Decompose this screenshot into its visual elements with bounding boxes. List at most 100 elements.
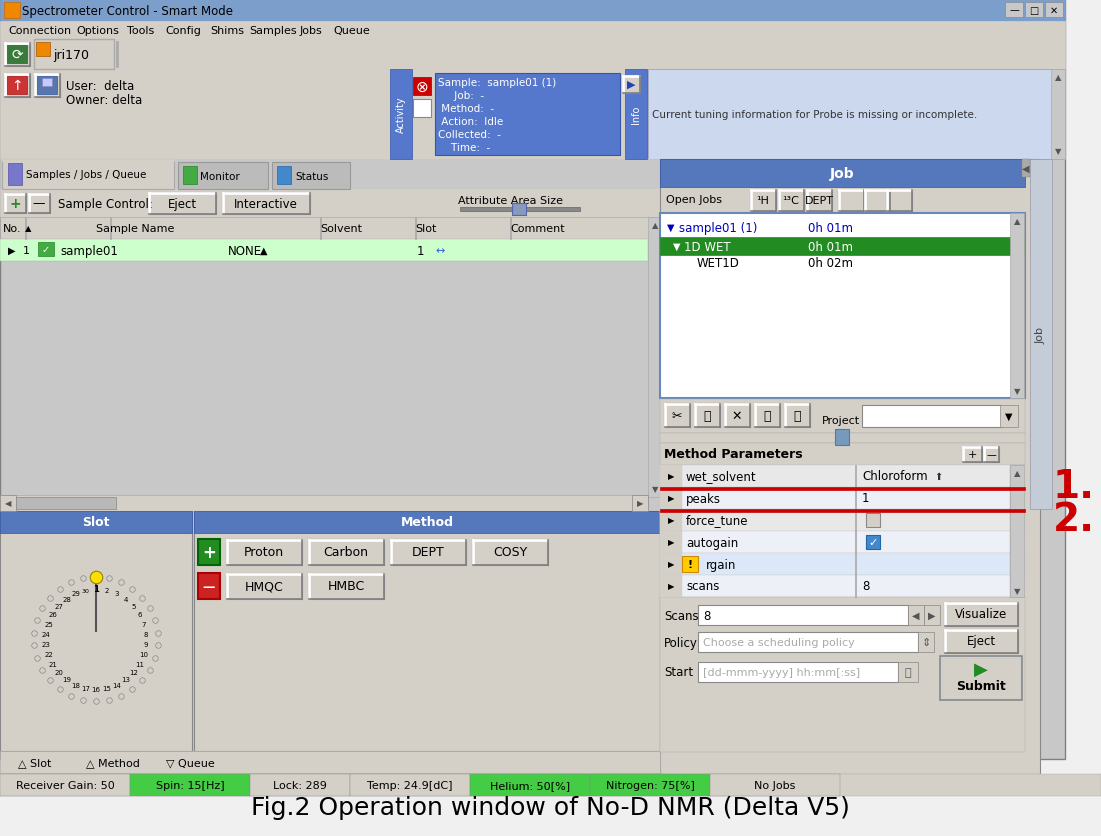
Bar [659, 575, 682, 597]
Bar [724, 404, 750, 427]
Text: ▼: ▼ [1014, 587, 1021, 596]
Text: Method: Method [401, 516, 454, 529]
Bar [659, 509, 682, 532]
Text: 4: 4 [123, 596, 128, 602]
Text: ⬜: ⬜ [793, 409, 800, 422]
Text: 1D WET: 1D WET [684, 240, 731, 253]
Bar [659, 597, 1025, 752]
Bar [8, 164, 22, 186]
Bar [1005, 3, 1023, 18]
Text: ↔: ↔ [435, 246, 445, 256]
Text: 9: 9 [143, 641, 148, 647]
Bar [226, 573, 302, 599]
Text: Status: Status [295, 171, 328, 181]
Text: jri170: jri170 [53, 48, 89, 61]
Text: Receiver Gain: 50: Receiver Gain: 50 [15, 780, 115, 790]
Text: ▲: ▲ [260, 246, 268, 256]
Text: ▼: ▼ [667, 222, 675, 232]
Text: scans: scans [686, 580, 719, 593]
Bar [1025, 3, 1043, 18]
Text: 11: 11 [134, 661, 144, 667]
Bar [944, 602, 1018, 604]
Text: ▶: ▶ [974, 660, 988, 678]
Text: autogain: autogain [686, 536, 739, 549]
Bar [688, 404, 690, 427]
Text: Collected:  -: Collected: - [438, 130, 501, 140]
Text: 1: 1 [94, 585, 99, 594]
Text: WET1D: WET1D [697, 256, 740, 269]
Text: ▶: ▶ [667, 560, 674, 568]
Text: Owner: delta: Owner: delta [66, 94, 142, 107]
Bar [944, 630, 1018, 653]
Bar [42, 79, 52, 87]
Text: No.: No. [2, 224, 21, 234]
Bar [983, 446, 984, 462]
Text: Nitrogen: 75[%]: Nitrogen: 75[%] [606, 780, 695, 790]
Bar [382, 539, 384, 565]
Bar [1016, 602, 1018, 626]
Bar [698, 632, 918, 652]
Bar [659, 487, 1025, 509]
Bar [838, 190, 864, 191]
Bar [622, 76, 623, 94]
Text: ▼: ▼ [652, 485, 658, 494]
Text: 1.: 1. [1053, 467, 1095, 506]
Text: —: — [203, 580, 215, 593]
Text: 8: 8 [862, 580, 870, 593]
Text: 17: 17 [81, 685, 90, 691]
Bar [465, 539, 466, 565]
Bar [784, 404, 785, 427]
Bar [962, 446, 963, 462]
Text: No Jobs: No Jobs [754, 780, 796, 790]
Bar [37, 77, 57, 95]
Text: ▲: ▲ [1055, 74, 1061, 83]
Bar [838, 190, 864, 212]
Bar [659, 509, 1025, 532]
Text: ⟳: ⟳ [11, 48, 23, 62]
Text: Monitor: Monitor [200, 171, 240, 181]
Bar [944, 602, 946, 626]
Text: Temp: 24.9[dC]: Temp: 24.9[dC] [368, 780, 453, 790]
Bar [435, 74, 620, 155]
Bar [838, 210, 864, 212]
Text: 0h 02m: 0h 02m [808, 256, 853, 269]
Text: 6: 6 [137, 611, 142, 617]
Text: 5: 5 [131, 603, 135, 609]
Bar [194, 512, 659, 751]
Text: 30: 30 [81, 588, 89, 593]
Bar [277, 167, 291, 185]
Bar [944, 652, 1018, 653]
Bar [17, 497, 116, 509]
Bar [222, 193, 310, 194]
Bar [226, 573, 302, 575]
Bar [659, 487, 682, 509]
Text: ◀: ◀ [4, 499, 11, 508]
Text: ✕: ✕ [732, 409, 742, 422]
Text: Method:  -: Method: - [438, 104, 494, 114]
Bar [4, 43, 30, 67]
Text: Connection: Connection [8, 26, 72, 36]
Text: ✓: ✓ [42, 245, 50, 255]
Bar [983, 461, 999, 462]
Bar [962, 446, 982, 462]
Bar [4, 43, 6, 67]
Bar [983, 446, 999, 448]
Bar [4, 74, 30, 75]
Bar [1031, 160, 1051, 509]
Bar [778, 190, 804, 212]
Bar [659, 160, 1025, 188]
Text: Scans: Scans [664, 609, 699, 622]
Bar [460, 208, 580, 212]
Text: ▶: ▶ [667, 582, 674, 591]
Bar [34, 96, 59, 98]
Bar [0, 496, 648, 512]
Text: User:  delta: User: delta [66, 80, 134, 93]
Text: 12: 12 [129, 670, 138, 675]
Text: NONE: NONE [228, 244, 262, 257]
Bar [4, 65, 30, 67]
Bar [864, 190, 890, 212]
Text: 1: 1 [22, 246, 30, 256]
Text: 2: 2 [105, 588, 109, 594]
Bar [222, 193, 310, 215]
Bar [803, 190, 804, 212]
